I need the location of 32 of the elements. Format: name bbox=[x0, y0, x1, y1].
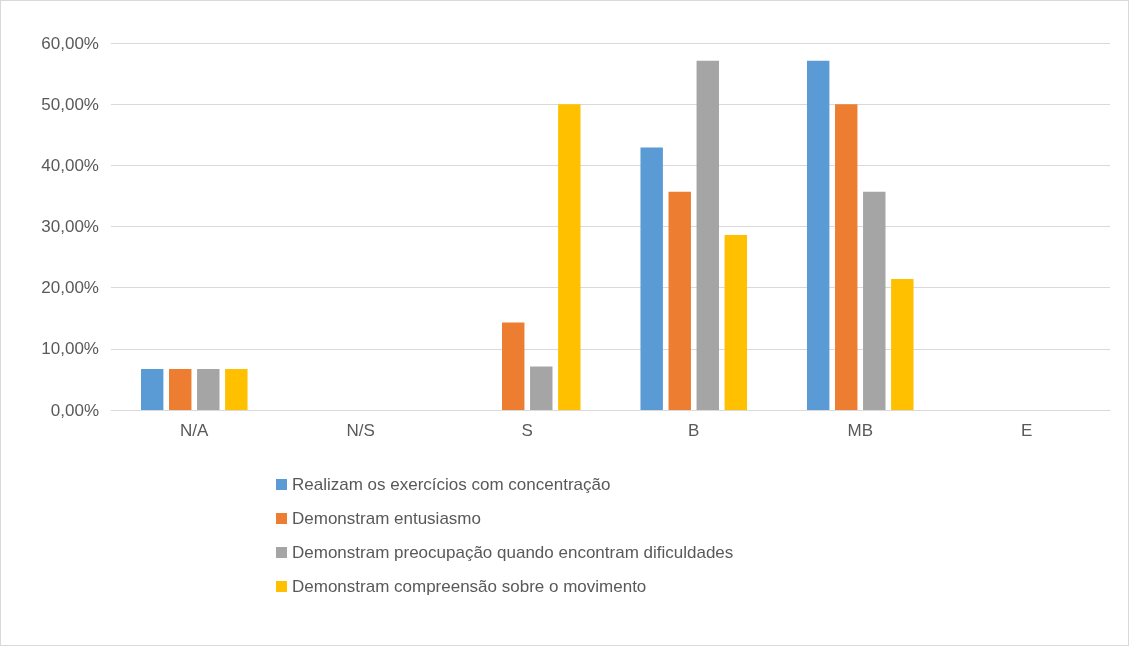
x-tick-label: MB bbox=[847, 421, 873, 440]
bar bbox=[724, 235, 748, 410]
y-tick-label: 60,00% bbox=[41, 33, 99, 53]
bar bbox=[668, 191, 691, 410]
x-tick-label: E bbox=[1021, 421, 1033, 440]
x-tick-label: S bbox=[521, 421, 533, 440]
bar bbox=[640, 147, 663, 410]
bar bbox=[140, 369, 164, 410]
x-tick-label: N/A bbox=[180, 421, 210, 440]
y-tick-label: 50,00% bbox=[41, 94, 99, 114]
legend-label: Demonstram entusiasmo bbox=[292, 509, 481, 528]
legend-label: Demonstram compreensão sobre o movimento bbox=[292, 577, 647, 596]
bar bbox=[863, 191, 886, 410]
bar bbox=[197, 369, 220, 410]
bar bbox=[891, 279, 914, 410]
bar bbox=[835, 104, 858, 410]
y-tick-label: 40,00% bbox=[41, 155, 99, 175]
y-tick-label: 10,00% bbox=[41, 339, 99, 359]
bar bbox=[696, 60, 719, 410]
legend-label: Realizam os exercícios com concentração bbox=[292, 475, 611, 494]
x-tick-label: B bbox=[688, 421, 700, 440]
y-tick-label: 30,00% bbox=[41, 217, 99, 236]
x-tick-label: N/S bbox=[346, 421, 375, 440]
bar bbox=[558, 104, 581, 410]
y-tick-label: 0,00% bbox=[50, 400, 99, 420]
bar bbox=[530, 366, 553, 410]
legend-label: Demonstram preocupação quando encontram dificuldades bbox=[292, 543, 734, 562]
y-tick-label: 20,00% bbox=[41, 278, 99, 298]
bar bbox=[502, 322, 525, 410]
bar bbox=[169, 369, 192, 410]
bar bbox=[225, 369, 248, 410]
bar bbox=[806, 60, 830, 410]
